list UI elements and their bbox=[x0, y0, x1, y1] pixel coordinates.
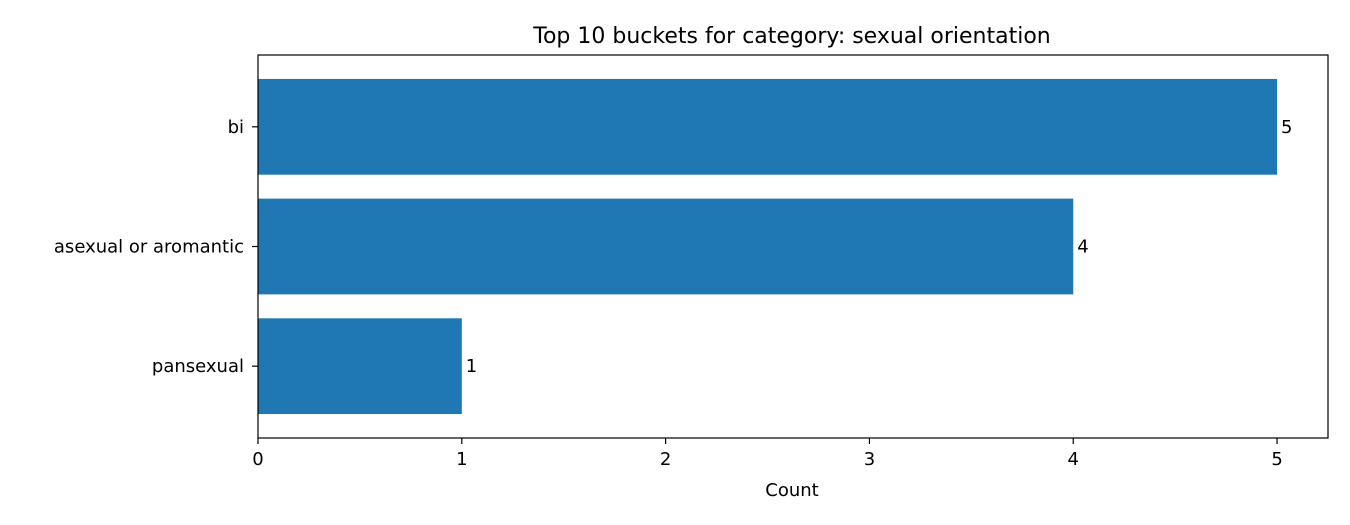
bar bbox=[258, 198, 1074, 295]
x-tick-label: 2 bbox=[660, 449, 671, 470]
bar bbox=[258, 318, 462, 415]
x-tick-label: 0 bbox=[252, 449, 263, 470]
data-label: 1 bbox=[466, 356, 477, 377]
data-label: 4 bbox=[1077, 237, 1088, 258]
x-tick-label: 3 bbox=[864, 449, 875, 470]
y-tick-label: bi bbox=[228, 117, 244, 138]
bar bbox=[258, 78, 1278, 175]
x-axis-label: Count bbox=[765, 480, 818, 501]
x-tick-label: 1 bbox=[456, 449, 467, 470]
x-tick-label: 5 bbox=[1271, 449, 1282, 470]
y-tick-label: pansexual bbox=[152, 356, 244, 377]
y-tick-label: asexual or aromantic bbox=[54, 237, 244, 258]
plot-frame bbox=[257, 54, 1329, 439]
plot-area: bi 5 asexual or aromantic 4 pansexual 1 0 1 2 3 4 5 bbox=[54, 78, 1293, 470]
x-tick-label: 4 bbox=[1068, 449, 1079, 470]
chart-title: Top 10 buckets for category: sexual orie… bbox=[532, 24, 1050, 49]
data-label: 5 bbox=[1281, 117, 1292, 138]
